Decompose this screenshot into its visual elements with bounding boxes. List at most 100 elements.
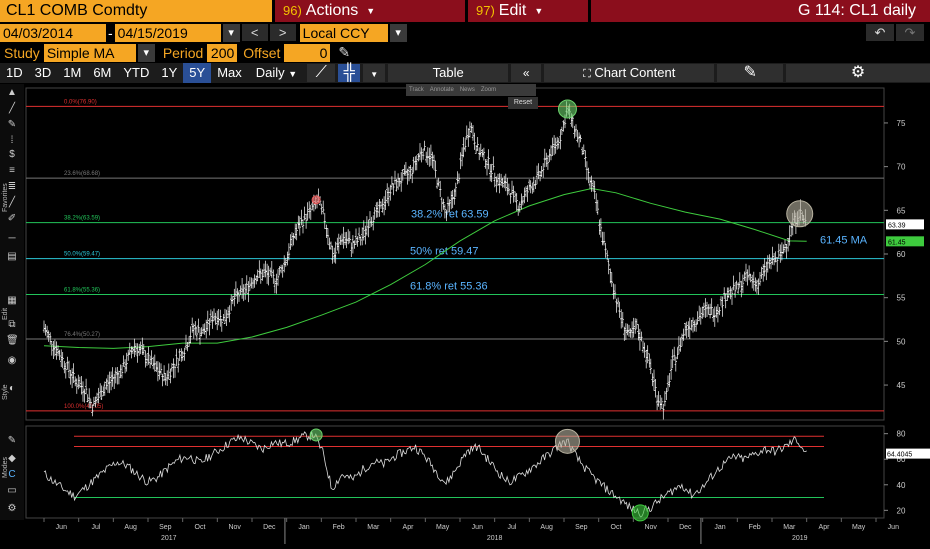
year-label-2: 2019 (792, 535, 808, 542)
line-tool-icon[interactable]: ╱ (8, 197, 16, 208)
eye-icon[interactable]: ◉ (7, 355, 17, 366)
redo-icon: ↷ (904, 25, 916, 40)
month-label-12: Jun (472, 524, 483, 531)
period-field[interactable]: 200 (207, 43, 238, 62)
news-tool[interactable]: News (459, 87, 475, 93)
chart-area[interactable]: 45 50 55 60 65 70 75 20 40 60 80 0.0%(76.90) 23.6%(6… (24, 84, 930, 544)
current-ma-tag: 61.45 (888, 239, 906, 246)
tool-strip: ▲ ╱ ✎ ⁞ $ ≡ ≣ ╱ ✐ ─ ▤ Favorites ▦ Edit ⧉… (0, 84, 24, 520)
study-label: Study (4, 44, 40, 61)
table-button[interactable]: Table (388, 64, 509, 82)
track-tool[interactable]: Track (409, 87, 424, 93)
price-tick-label-70: 70 (897, 163, 906, 172)
actions-label: Actions (305, 2, 359, 19)
pencil-tool-icon[interactable]: ✐ (7, 213, 17, 224)
month-label-8: Feb (333, 524, 345, 531)
period-button-1y[interactable]: 1Y (161, 65, 178, 80)
period-button-6m[interactable]: 6M (93, 65, 112, 80)
undo-button[interactable]: ↶ (866, 24, 894, 41)
ohlc-icon: ╬ (343, 64, 355, 81)
currency-dropdown[interactable]: ▾ (389, 23, 407, 42)
offset-field[interactable]: 0 (284, 43, 331, 62)
month-label-23: May (852, 524, 866, 531)
price-marker-2 (786, 200, 814, 228)
edit-chart-button[interactable]: ✎ (717, 64, 784, 82)
zoom-tool[interactable]: Zoom (480, 87, 497, 93)
end-date-field[interactable]: 04/15/2019 (114, 23, 221, 42)
line-chart-button[interactable]: ⟋ (307, 64, 336, 82)
c-mode-icon[interactable]: C (8, 469, 16, 480)
period-button-3d[interactable]: 3D (34, 65, 52, 80)
grid-icon[interactable]: ▦ (7, 295, 17, 306)
settings-button[interactable]: ⚙ (786, 64, 930, 82)
month-label-11: May (436, 524, 450, 531)
osc-marker-1 (554, 428, 580, 454)
actions-menu[interactable]: 96) Actions ▼ (275, 0, 465, 22)
price-tick-label-60: 60 (897, 250, 906, 259)
copy-icon[interactable]: ⧉ (8, 319, 16, 330)
edit-menu[interactable]: 97) Edit ▼ (468, 0, 588, 22)
annotate-tool[interactable]: Annotate (429, 87, 454, 93)
period-button-max[interactable]: Max (217, 65, 242, 80)
trendline-icon[interactable]: ╱ (8, 103, 16, 114)
ruler-icon[interactable]: ⁞ (10, 135, 14, 146)
mode-icon[interactable]: ◆ (8, 453, 16, 464)
redo-button[interactable]: ↷ (896, 24, 924, 41)
chart-content-icon: ⛶ (583, 68, 591, 80)
period-button-ytd[interactable]: YTD (123, 65, 150, 80)
study-dropdown[interactable]: ▾ (137, 43, 155, 62)
chart-type-dropdown[interactable]: ▼ (363, 64, 386, 82)
month-label-7: Jan (298, 524, 309, 531)
frequency-label: Daily (255, 65, 285, 80)
actions-number: 96) (283, 3, 302, 18)
month-label-20: Feb (749, 524, 761, 531)
horizontal-line-icon[interactable]: ─ (8, 233, 16, 244)
dollar-icon[interactable]: $ (9, 149, 15, 160)
fib-label-3: 50.0%(59.47) (64, 252, 100, 258)
osc-tick-label-40: 40 (897, 481, 906, 490)
fibonacci-icon[interactable]: ≡ (9, 165, 15, 176)
stripe-icon[interactable]: ▤ (7, 251, 17, 262)
month-label-6: Dec (263, 524, 276, 531)
cursor-icon[interactable]: ▲ (7, 87, 17, 98)
period-button-1d[interactable]: 1D (6, 65, 23, 80)
ruler-mode-icon[interactable]: ▭ (7, 485, 17, 496)
favorites-label: Favorites (2, 183, 9, 212)
edit-label: Edit (498, 2, 527, 19)
annotation-icon[interactable]: ✎ (7, 119, 17, 130)
chart-content-button[interactable]: ⛶ Chart Content (544, 64, 715, 82)
month-label-17: Nov (644, 524, 657, 531)
current-price-tag-bg (886, 219, 924, 230)
collapse-button[interactable]: « (511, 64, 542, 82)
ticker-field[interactable]: CL1 COMB Comdty (0, 0, 272, 22)
offset-label: Offset (243, 44, 281, 61)
month-label-19: Jan (714, 524, 725, 531)
start-date-field[interactable]: 04/03/2014 (0, 23, 106, 42)
prev-period-button[interactable]: < (241, 24, 268, 41)
month-label-4: Oct (195, 524, 206, 531)
palette-icon[interactable]: ◐ (8, 383, 16, 394)
study-bar: Study Simple MA ▾ Period 200 Offset 0 ✎ (0, 43, 930, 62)
calendar-picker[interactable]: ▾ (222, 23, 240, 42)
chart-toolbar: 1D 3D 1M 6M YTD 1Y 5Y Max Daily ▼ ⟋ ╬ ▼ Table «… (0, 63, 930, 83)
trash-icon[interactable]: 🗑 (6, 335, 19, 346)
study-select[interactable]: Simple MA (43, 43, 136, 62)
frequency-select[interactable]: Daily ▼ (250, 63, 303, 83)
channel-icon[interactable]: ≣ (7, 181, 17, 192)
month-label-2: Aug (124, 524, 137, 531)
reset-button[interactable]: Reset (508, 97, 538, 109)
tool-icon[interactable]: ✎ (7, 435, 17, 446)
fib-label-1: 23.6%(68.68) (64, 171, 100, 177)
annotation-3: 61.45 MA (820, 234, 868, 246)
bar-chart-button[interactable]: ╬ (338, 64, 361, 82)
pencil-icon[interactable]: ✎ (338, 44, 351, 60)
currency-select[interactable]: Local CCY (299, 23, 388, 42)
price-tick-label-75: 75 (897, 119, 906, 128)
period-button-5y[interactable]: 5Y (183, 63, 212, 83)
annotation-2: 61.8% ret 55.36 (410, 281, 488, 293)
fib-label-4: 61.8%(55.36) (64, 288, 100, 294)
month-label-18: Dec (679, 524, 692, 531)
settings-mode-icon[interactable]: ⚙ (7, 503, 17, 514)
period-button-1m[interactable]: 1M (63, 65, 82, 80)
next-period-button[interactable]: > (269, 24, 296, 41)
